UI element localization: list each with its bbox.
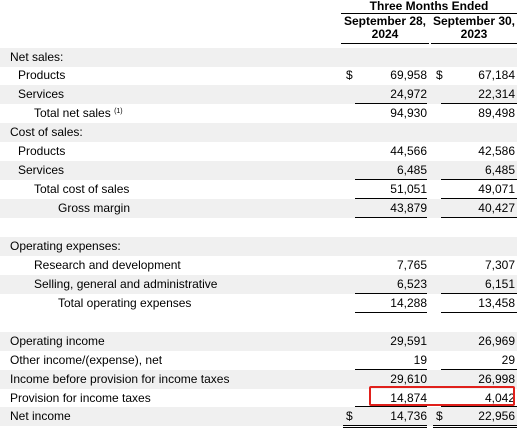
value-2024: 69,958 [390, 68, 427, 82]
underline [355, 103, 427, 104]
value-2023: 67,184 [478, 68, 515, 82]
row-operating-income: Operating income 29,591 26,969 [0, 332, 517, 351]
dollar-sign: $ [436, 409, 443, 423]
value-2023: 26,998 [478, 372, 515, 386]
value-2024: 51,051 [390, 182, 427, 196]
row-total-cost-of-sales: Total cost of sales 51,051 49,071 [0, 180, 517, 199]
row-label: Research and development [34, 258, 181, 272]
row-research-development: Research and development 7,765 7,307 [0, 256, 517, 275]
row-net-sales-heading: Net sales: [0, 48, 517, 67]
footnote-marker: (1) [114, 108, 123, 115]
row-provision-income-taxes: Provision for income taxes 14,874 4,042 [0, 389, 517, 408]
value-2023: 6,485 [484, 163, 515, 177]
value-2024: 29,591 [390, 334, 427, 348]
row-label: Income before provision for income taxes [10, 372, 230, 386]
double-underline [343, 425, 427, 428]
underline [441, 293, 517, 294]
row-label: Selling, general and administrative [34, 277, 218, 291]
value-2023: 4,042 [484, 391, 515, 405]
row-income-before-taxes: Income before provision for income taxes… [0, 370, 517, 389]
value-2023: 6,151 [484, 277, 515, 291]
row-label: Services [18, 163, 65, 177]
row-label: Total operating expenses [58, 296, 192, 310]
row-label: Net sales: [10, 50, 64, 64]
value-2024: 14,288 [390, 296, 427, 310]
value-2024: 14,874 [390, 391, 427, 405]
value-2024: 7,765 [396, 258, 427, 272]
row-label: Other income/(expense), net [10, 353, 163, 367]
value-2024: 44,566 [390, 144, 427, 158]
underline [441, 217, 517, 218]
value-2023: 89,498 [478, 106, 515, 120]
row-net-sales-products: Products $ 69,958 $ 67,184 [0, 66, 517, 85]
dollar-sign: $ [346, 68, 353, 82]
value-2023: 22,314 [478, 87, 515, 101]
highlight-box [369, 386, 515, 406]
value-2024: 19 [413, 353, 427, 367]
row-label: Provision for income taxes [10, 391, 151, 405]
value-2023: 42,586 [478, 144, 515, 158]
row-spacer [0, 218, 517, 237]
row-label: Services [18, 87, 65, 101]
value-2023: 13,458 [478, 296, 515, 310]
underline [355, 293, 427, 294]
double-underline [433, 425, 517, 428]
value-2023: 7,307 [484, 258, 515, 272]
underline [441, 369, 517, 370]
row-cost-products: Products 44,566 42,586 [0, 142, 517, 161]
value-2023: 49,071 [478, 182, 515, 196]
value-2023: 40,427 [478, 201, 515, 215]
underline [441, 103, 517, 104]
value-2024: 94,930 [390, 106, 427, 120]
row-label: Products [18, 68, 66, 82]
dollar-sign: $ [436, 68, 443, 82]
underline [355, 369, 427, 370]
row-label: Total net sales (1) [34, 106, 123, 120]
row-label: Gross margin [58, 201, 131, 215]
underline [355, 406, 427, 407]
row-label: Operating income [10, 334, 105, 348]
row-label: Total cost of sales [34, 182, 130, 196]
underline [355, 198, 427, 199]
dollar-sign: $ [346, 409, 353, 423]
value-2023: 22,956 [478, 409, 515, 423]
period-header: Three Months Ended [341, 0, 517, 14]
row-selling-general-admin: Selling, general and administrative 6,52… [0, 275, 517, 294]
column-header-2024: September 28, 2024 [341, 15, 429, 44]
underline [441, 406, 517, 407]
value-2024: 29,610 [390, 372, 427, 386]
row-total-operating-expenses: Total operating expenses 14,288 13,458 [0, 294, 517, 313]
row-spacer [0, 313, 517, 332]
value-2024: 24,972 [390, 87, 427, 101]
value-2024: 43,879 [390, 201, 427, 215]
value-2024: 14,736 [390, 409, 427, 423]
underline [355, 179, 427, 180]
row-label: Products [18, 144, 66, 158]
row-cost-services: Services 6,485 6,485 [0, 161, 517, 180]
value-2024: 6,523 [396, 277, 427, 291]
row-operating-expenses-heading: Operating expenses: [0, 237, 517, 256]
underline [355, 217, 427, 218]
value-2023: 26,969 [478, 334, 515, 348]
row-other-income: Other income/(expense), net 19 29 [0, 351, 517, 370]
row-gross-margin: Gross margin 43,879 40,427 [0, 199, 517, 218]
row-label: Operating expenses: [10, 239, 121, 253]
value-2024: 6,485 [396, 163, 427, 177]
row-net-sales-services: Services 24,972 22,314 [0, 85, 517, 104]
underline [355, 312, 427, 313]
row-cost-of-sales-heading: Cost of sales: [0, 123, 517, 142]
underline [441, 179, 517, 180]
column-header-2023: September 30, 2023 [431, 15, 517, 44]
row-label: Net income [10, 409, 71, 423]
value-2023: 29 [501, 353, 515, 367]
row-label: Cost of sales: [10, 125, 83, 139]
underline [441, 198, 517, 199]
underline [441, 312, 517, 313]
row-total-net-sales: Total net sales (1) 94,930 89,498 [0, 104, 517, 123]
row-net-income: Net income $ 14,736 $ 22,956 [0, 407, 517, 426]
